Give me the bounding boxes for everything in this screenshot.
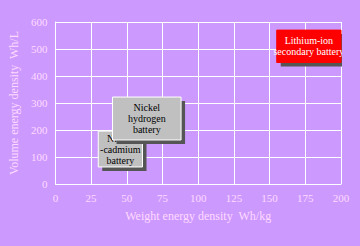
svg-text:hydrogen: hydrogen bbox=[128, 113, 166, 124]
svg-text:600: 600 bbox=[31, 16, 48, 28]
svg-text:75: 75 bbox=[157, 192, 169, 204]
svg-text:200: 200 bbox=[31, 124, 48, 136]
svg-text:100: 100 bbox=[190, 192, 207, 204]
svg-text:Weight energy density Wh/kg: Weight energy density Wh/kg bbox=[125, 209, 271, 223]
svg-text:150: 150 bbox=[261, 192, 278, 204]
svg-text:25: 25 bbox=[86, 192, 98, 204]
svg-text:300: 300 bbox=[31, 97, 48, 109]
svg-text:0: 0 bbox=[42, 178, 48, 190]
svg-text:100: 100 bbox=[31, 151, 48, 163]
svg-text:125: 125 bbox=[226, 192, 243, 204]
svg-text:Nickel: Nickel bbox=[133, 102, 160, 113]
svg-text:secondary battery: secondary battery bbox=[273, 46, 344, 57]
svg-text:Volume energy density Wh/L: Volume energy density Wh/L bbox=[7, 31, 21, 175]
svg-text:0: 0 bbox=[53, 192, 59, 204]
svg-text:battery: battery bbox=[133, 124, 161, 135]
svg-text:200: 200 bbox=[333, 192, 350, 204]
svg-text:175: 175 bbox=[297, 192, 314, 204]
svg-text:-cadmium: -cadmium bbox=[100, 144, 141, 155]
svg-text:50: 50 bbox=[121, 192, 133, 204]
svg-text:500: 500 bbox=[31, 43, 48, 55]
svg-text:400: 400 bbox=[31, 70, 48, 82]
svg-text:battery: battery bbox=[106, 155, 134, 166]
svg-text:Lithium-ion: Lithium-ion bbox=[285, 35, 333, 46]
